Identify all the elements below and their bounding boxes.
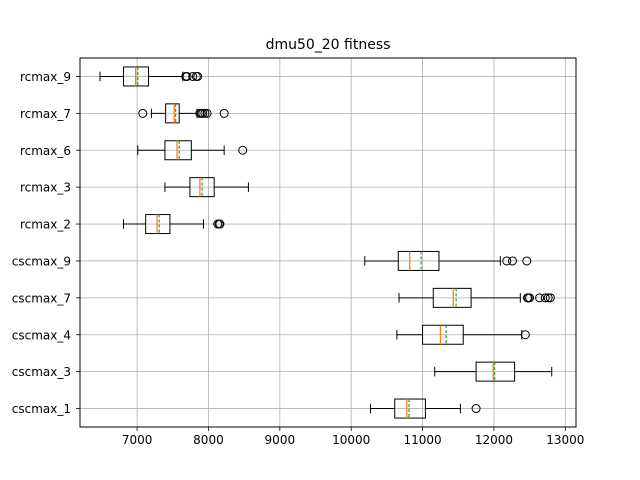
outlier-point <box>215 219 225 229</box>
outlier-point <box>182 71 192 81</box>
box-cscmax_7 <box>398 287 555 308</box>
x-tick-label: 7000 <box>122 433 153 447</box>
y-tick-label: rcmax_2 <box>20 218 71 232</box>
iqr-box <box>165 103 180 124</box>
plot-layer <box>99 66 555 419</box>
y-tick-label: cscmax_3 <box>12 365 71 379</box>
y-tick-label: rcmax_3 <box>20 181 71 195</box>
y-tick-label: cscmax_9 <box>12 254 71 268</box>
outlier-point <box>202 108 212 118</box>
iqr-box <box>164 140 192 161</box>
box-rcmax_6 <box>137 140 248 161</box>
iqr-box <box>422 324 464 345</box>
box-cscmax_1 <box>369 398 481 419</box>
box-cscmax_3 <box>434 361 553 382</box>
outlier-point <box>502 256 512 266</box>
iqr-box <box>397 250 440 271</box>
outlier-point <box>525 293 535 303</box>
outlier-point <box>200 108 210 118</box>
outlier-point <box>540 293 550 303</box>
box-rcmax_9 <box>99 66 203 87</box>
y-tick-label: cscmax_1 <box>12 402 71 416</box>
x-tick-label: 11000 <box>403 433 441 447</box>
outlier-point <box>138 108 148 118</box>
outlier-point <box>188 71 198 81</box>
y-tick-label: rcmax_6 <box>20 144 71 158</box>
y-tick-label: cscmax_4 <box>12 328 71 342</box>
iqr-box <box>432 287 472 308</box>
outlier-point <box>219 108 229 118</box>
x-tick-label: 9000 <box>265 433 296 447</box>
box-rcmax_2 <box>123 214 225 235</box>
outlier-point <box>238 145 248 155</box>
x-tick-label: 13000 <box>546 433 584 447</box>
axis-layer: 7000 8000 9000 10000 11000 12000 13000 rcmax_9r… <box>12 70 585 447</box>
iqr-box <box>394 398 426 419</box>
outlier-point <box>471 404 481 414</box>
box-cscmax_4 <box>396 324 530 345</box>
box-rcmax_7 <box>138 103 229 124</box>
x-tick-label: 8000 <box>193 433 224 447</box>
box-rcmax_3 <box>164 177 249 198</box>
iqr-box <box>475 361 516 382</box>
outlier-point <box>520 330 530 340</box>
outlier-point <box>545 293 555 303</box>
y-tick-label: rcmax_7 <box>20 107 71 121</box>
x-tick-label: 10000 <box>332 433 370 447</box>
outlier-point <box>522 256 532 266</box>
iqr-box <box>145 214 171 235</box>
plot-frame <box>79 57 577 428</box>
outlier-point <box>193 71 203 81</box>
outlier-point <box>198 108 208 118</box>
chart-title: dmu50_20 fitness <box>266 37 391 53</box>
outlier-point <box>543 293 553 303</box>
y-tick-label: cscmax_7 <box>12 291 71 305</box>
outlier-point <box>507 256 517 266</box>
x-tick-label: 12000 <box>475 433 513 447</box>
y-tick-label: rcmax_9 <box>20 70 71 84</box>
outlier-point <box>535 293 545 303</box>
box-cscmax_9 <box>364 250 532 271</box>
